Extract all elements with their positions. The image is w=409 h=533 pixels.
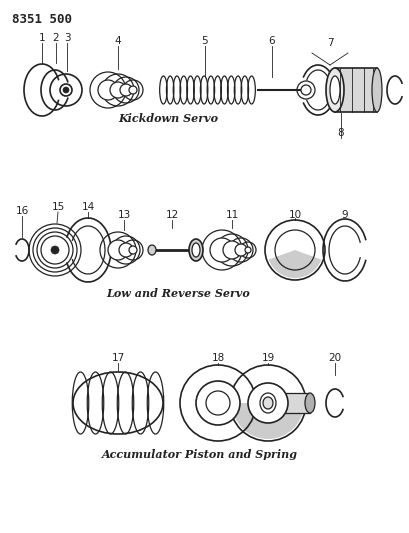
Text: 13: 13 [117, 210, 130, 220]
Text: Kickdown Servo: Kickdown Servo [118, 112, 218, 124]
Circle shape [196, 381, 239, 425]
Text: 15: 15 [51, 202, 65, 212]
Text: 20: 20 [328, 353, 341, 363]
Circle shape [222, 241, 240, 259]
Ellipse shape [325, 68, 343, 112]
Text: 7: 7 [326, 38, 333, 48]
Circle shape [51, 246, 59, 254]
Text: 10: 10 [288, 210, 301, 220]
Text: 2: 2 [53, 33, 59, 43]
Ellipse shape [259, 393, 275, 413]
Circle shape [245, 247, 250, 253]
Text: 17: 17 [111, 353, 124, 363]
Ellipse shape [189, 239, 202, 261]
Text: 4: 4 [115, 36, 121, 46]
Ellipse shape [304, 393, 314, 413]
Text: 9: 9 [341, 210, 348, 220]
Ellipse shape [191, 243, 200, 257]
Text: 1: 1 [38, 33, 45, 43]
Circle shape [60, 84, 72, 96]
Text: 16: 16 [16, 206, 29, 216]
Circle shape [120, 84, 132, 96]
Ellipse shape [329, 76, 339, 104]
Text: 8: 8 [337, 128, 344, 138]
Circle shape [247, 383, 287, 423]
Bar [267, 393, 309, 413]
Text: 6: 6 [268, 36, 274, 46]
Circle shape [108, 240, 128, 260]
Text: Accumulator Piston and Spring: Accumulator Piston and Spring [102, 449, 297, 461]
Circle shape [63, 87, 69, 93]
Text: 19: 19 [261, 353, 274, 363]
Circle shape [110, 82, 126, 98]
Ellipse shape [262, 397, 272, 409]
Text: 5: 5 [201, 36, 208, 46]
Wedge shape [231, 403, 303, 439]
Circle shape [98, 80, 118, 100]
Circle shape [234, 244, 246, 256]
Ellipse shape [371, 68, 381, 112]
Circle shape [129, 246, 137, 254]
Circle shape [300, 85, 310, 95]
Text: 3: 3 [63, 33, 70, 43]
Text: 14: 14 [81, 202, 94, 212]
Bar [334, 68, 376, 112]
Wedge shape [268, 250, 321, 278]
Ellipse shape [148, 245, 155, 255]
Circle shape [129, 86, 137, 94]
Text: Low and Reverse Servo: Low and Reverse Servo [106, 287, 249, 298]
Text: 18: 18 [211, 353, 224, 363]
Text: 11: 11 [225, 210, 238, 220]
Text: 12: 12 [165, 210, 178, 220]
Text: 8351 500: 8351 500 [12, 13, 72, 26]
Circle shape [209, 238, 234, 262]
Circle shape [119, 243, 133, 257]
